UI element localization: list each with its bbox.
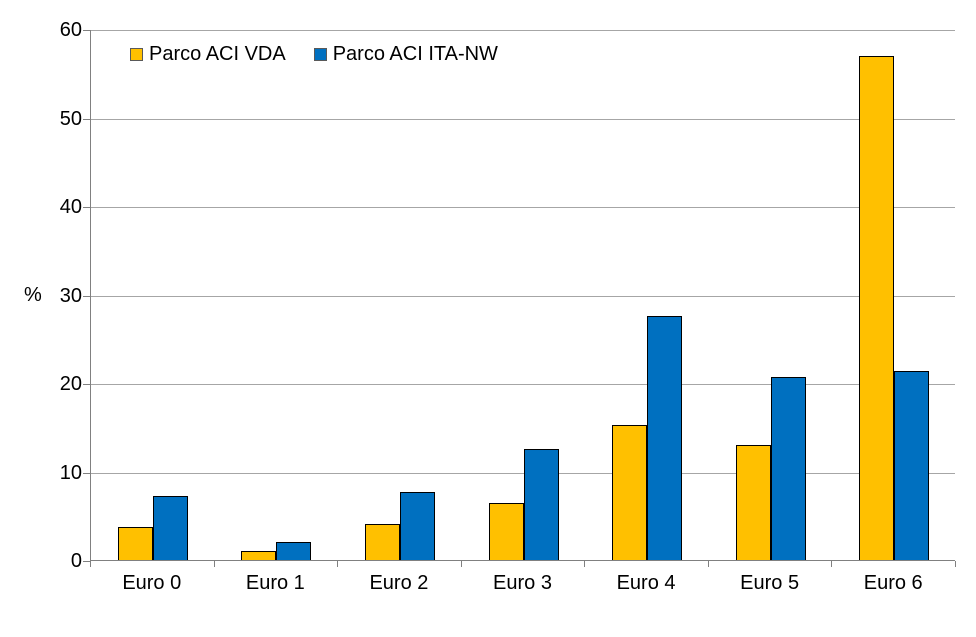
bar-parco-aci-vda-euro-1 bbox=[241, 551, 277, 560]
bar-parco-aci-ita-nw-euro-3 bbox=[523, 448, 559, 560]
bar-parco-aci-ita-nw-euro-6 bbox=[894, 370, 930, 560]
y-axis-tick-30 bbox=[83, 295, 90, 297]
x-axis-tick-0 bbox=[90, 561, 91, 567]
y-axis-label-20: 20 bbox=[59, 373, 82, 395]
gridline-y-60 bbox=[91, 30, 955, 31]
bar-parco-aci-vda-euro-0 bbox=[117, 527, 153, 560]
gridline-y-20 bbox=[91, 384, 955, 385]
y-axis-label-40: 40 bbox=[59, 196, 82, 218]
bar-parco-aci-vda-euro-6 bbox=[859, 55, 895, 560]
bar-parco-aci-ita-nw-euro-5 bbox=[770, 376, 806, 560]
bar-parco-aci-ita-nw-euro-1 bbox=[276, 542, 312, 560]
y-axis-tick-60 bbox=[83, 30, 90, 31]
y-axis-tick-40 bbox=[83, 207, 90, 208]
y-axis-title: % bbox=[24, 284, 42, 306]
x-axis-label-4: Euro 4 bbox=[616, 572, 676, 594]
y-axis-label-10: 10 bbox=[59, 461, 82, 484]
x-axis-tick-6 bbox=[831, 561, 833, 567]
y-axis-tick-20 bbox=[83, 384, 90, 385]
bar-parco-aci-vda-euro-4 bbox=[612, 424, 648, 560]
gridline-y-50 bbox=[91, 118, 955, 120]
x-axis-label-2: Euro 2 bbox=[369, 572, 429, 594]
gridline-y-10 bbox=[91, 472, 955, 474]
bar-parco-aci-vda-euro-5 bbox=[735, 444, 771, 560]
bar-parco-aci-vda-euro-2 bbox=[364, 523, 400, 560]
y-axis-label-50: 50 bbox=[59, 107, 82, 130]
legend-label-vda: Parco ACI VDA bbox=[149, 43, 286, 65]
y-axis-label-60: 60 bbox=[59, 19, 82, 41]
x-axis-label-5: Euro 5 bbox=[740, 572, 800, 594]
x-axis-tick-1 bbox=[213, 561, 215, 567]
legend: Parco ACI VDA Parco ACI ITA-NW bbox=[130, 43, 498, 66]
x-axis-tick-3 bbox=[460, 561, 462, 567]
y-axis-tick-0 bbox=[83, 561, 90, 562]
x-axis-tick-4 bbox=[584, 561, 586, 567]
x-axis-tick-7 bbox=[955, 561, 956, 567]
legend-swatch-vda-icon bbox=[130, 48, 143, 61]
bar-parco-aci-ita-nw-euro-4 bbox=[647, 315, 683, 560]
y-axis-label-30: 30 bbox=[59, 284, 82, 307]
bar-parco-aci-ita-nw-euro-0 bbox=[152, 496, 188, 560]
x-axis-label-6: Euro 6 bbox=[863, 572, 923, 594]
gridline-y-30 bbox=[91, 295, 955, 297]
legend-item-ita-nw: Parco ACI ITA-NW bbox=[313, 43, 498, 66]
y-axis-tick-50 bbox=[83, 118, 90, 120]
plot-area bbox=[90, 30, 955, 561]
x-axis-label-3: Euro 3 bbox=[493, 572, 552, 594]
bar-parco-aci-vda-euro-3 bbox=[488, 503, 524, 560]
x-axis-label-0: Euro 0 bbox=[122, 572, 182, 594]
legend-swatch-ita-nw-icon bbox=[313, 48, 327, 61]
x-axis-tick-2 bbox=[337, 561, 339, 567]
y-axis-label-0: 0 bbox=[70, 550, 82, 572]
x-axis-label-1: Euro 1 bbox=[245, 572, 305, 594]
y-axis-tick-10 bbox=[83, 472, 90, 474]
gridline-y-40 bbox=[91, 207, 955, 208]
bar-parco-aci-ita-nw-euro-2 bbox=[399, 491, 435, 560]
legend-item-vda: Parco ACI VDA bbox=[130, 43, 286, 66]
legend-label-ita-nw: Parco ACI ITA-NW bbox=[332, 43, 498, 65]
x-axis-tick-5 bbox=[707, 561, 709, 567]
